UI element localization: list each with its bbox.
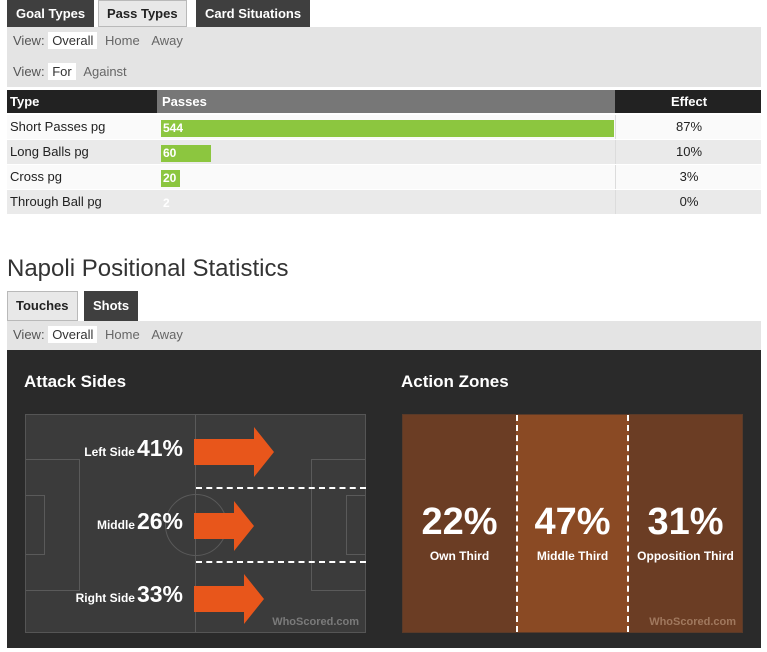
passes-value: 2 [163,196,170,210]
positional-view-row: View: Overall Home Away [13,326,187,343]
pass-table-header: Type Passes Effect [7,90,761,113]
section-title: Napoli Positional Statistics [7,255,289,282]
action-zones-pitch: 22% Own Third 47% Middle Third 31% Oppos… [402,414,743,633]
divider-dashed [196,487,366,489]
action-zones-title: Action Zones [401,372,509,391]
attack-sides-title: Attack Sides [24,372,127,391]
passes-bar: 20 [161,170,180,187]
tab-touches[interactable]: Touches [7,291,78,321]
passes-bar: 60 [161,145,211,162]
view-overall-option[interactable]: Overall [48,326,98,343]
column-divider [615,165,616,189]
divider-dashed [196,561,366,563]
side-name: Right Side [75,591,135,605]
table-row: Cross pg 20 3% [7,165,761,189]
tab-shots[interactable]: Shots [84,291,139,321]
attack-sides-pitch: Left Side41% Middle26% Right Side33% Who… [25,414,366,633]
opposition-third-zone: 31% Opposition Third [629,415,742,632]
zone-value: 22% [421,501,498,543]
table-row: Long Balls pg 60 10% [7,140,761,164]
column-divider [615,190,616,214]
middle-stat: Middle26% [97,508,183,535]
view-filter-row: View: Overall Home Away [13,32,187,49]
view-label: View: [13,33,45,48]
col-passes-header-bg [157,90,615,113]
tab-pass-types[interactable]: Pass Types [98,0,187,27]
left-penalty-box [26,459,80,591]
right-penalty-box [311,459,365,591]
positional-stats-panel: Attack Sides Action Zones Left Side41% M… [7,350,761,648]
middle-third-zone: 47% Middle Third [516,415,629,632]
right-side-stat: Right Side33% [76,581,183,608]
side-value: 41% [136,435,183,461]
col-passes-header[interactable]: Passes [162,94,207,109]
whoscored-watermark: WhoScored.com [272,616,359,628]
zone-name: Middle Third [536,549,609,563]
whoscored-watermark: WhoScored.com [649,616,736,628]
col-type-header[interactable]: Type [10,94,40,109]
pass-type-label: Short Passes pg [10,119,106,134]
own-third-zone: 22% Own Third [403,415,516,632]
view-away-option[interactable]: Away [151,33,183,48]
view-overall-option[interactable]: Overall [48,32,98,49]
effect-value: 10% [675,144,703,159]
passes-bar: 544 [161,120,614,137]
table-row: Short Passes pg 544 87% [7,115,761,139]
view-for-option[interactable]: For [48,63,76,80]
arrow-icon [194,501,254,551]
zone-name: Opposition Third [637,549,734,563]
view-label-2: View: [13,64,45,79]
view-against-option[interactable]: Against [83,64,127,79]
table-row: Through Ball pg 2 0% [7,190,761,214]
column-divider [615,140,616,164]
view-home-option[interactable]: Home [105,33,140,48]
side-name: Left Side [84,445,135,459]
side-value: 26% [136,508,183,534]
positional-view-filter-bar [7,321,761,350]
tab-goal-types[interactable]: Goal Types [7,0,95,27]
view-home-option[interactable]: Home [105,327,140,342]
effect-value: 3% [679,169,699,184]
zone-value: 47% [534,501,611,543]
zone-name: Own Third [429,549,490,563]
left-side-stat: Left Side41% [84,435,183,462]
pass-type-label: Cross pg [10,169,63,184]
side-name: Middle [96,518,135,532]
view-away-option[interactable]: Away [151,327,183,342]
arrow-icon [194,427,274,477]
view-for-against-row: View: For Against [13,63,131,80]
effect-value: 87% [675,119,703,134]
col-effect-header[interactable]: Effect [670,94,708,109]
view-label: View: [13,327,45,342]
view-filter-bar [7,27,761,87]
column-divider [615,115,616,139]
zone-value: 31% [647,501,724,543]
effect-value: 0% [679,194,699,209]
right-goal-box [346,495,365,555]
side-value: 33% [136,581,183,607]
pass-type-label: Through Ball pg [10,194,102,209]
pass-type-label: Long Balls pg [10,144,89,159]
left-goal-box [26,495,45,555]
arrow-icon [194,574,264,624]
tab-card-situations[interactable]: Card Situations [196,0,311,27]
